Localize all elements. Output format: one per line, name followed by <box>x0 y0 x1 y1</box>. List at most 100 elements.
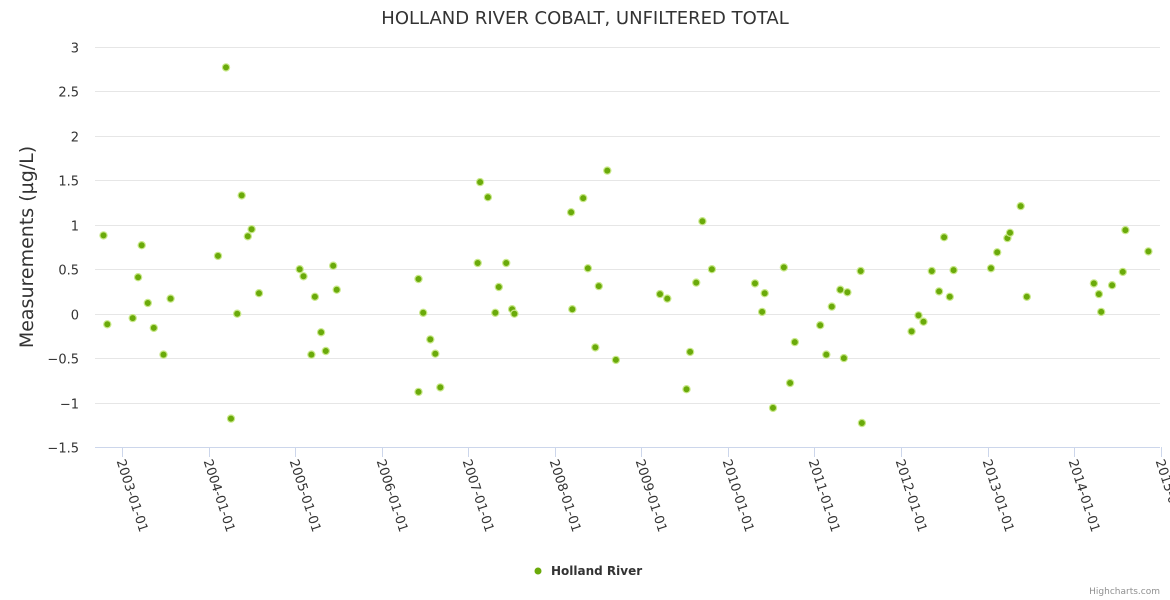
data-point[interactable] <box>483 192 493 202</box>
data-point[interactable] <box>583 264 593 273</box>
data-point[interactable] <box>237 191 246 200</box>
data-point[interactable] <box>1094 289 1104 299</box>
data-point[interactable] <box>426 335 435 344</box>
data-point[interactable] <box>307 350 316 359</box>
data-point[interactable] <box>993 248 1002 257</box>
data-point[interactable] <box>785 378 795 388</box>
data-point[interactable] <box>491 308 500 317</box>
data-point[interactable] <box>502 258 511 268</box>
data-point[interactable] <box>494 282 503 292</box>
data-point[interactable] <box>419 308 428 317</box>
data-point[interactable] <box>243 232 252 241</box>
data-point[interactable] <box>857 418 867 428</box>
data-point[interactable] <box>856 266 865 276</box>
data-point[interactable] <box>254 289 264 298</box>
data-point[interactable] <box>707 265 717 274</box>
data-point[interactable] <box>750 279 760 288</box>
data-point[interactable] <box>1144 247 1153 256</box>
data-point[interactable] <box>436 383 445 392</box>
data-point[interactable] <box>475 177 485 187</box>
data-point[interactable] <box>698 216 707 226</box>
data-point[interactable] <box>137 240 146 250</box>
data-point[interactable] <box>927 266 937 276</box>
data-point[interactable] <box>316 328 326 337</box>
data-point[interactable] <box>594 281 604 291</box>
data-point[interactable] <box>816 321 825 330</box>
data-point[interactable] <box>226 414 236 423</box>
data-point[interactable] <box>166 294 175 303</box>
data-point[interactable] <box>1016 201 1025 211</box>
data-point[interactable] <box>822 350 831 359</box>
data-point[interactable] <box>579 193 588 203</box>
data-point[interactable] <box>159 350 168 359</box>
data-point[interactable] <box>945 292 955 301</box>
data-point[interactable] <box>149 323 158 333</box>
data-point[interactable] <box>663 294 672 303</box>
data-point[interactable] <box>321 346 330 356</box>
data-point[interactable] <box>1022 292 1032 301</box>
legend[interactable]: Holland River <box>534 564 643 578</box>
data-point[interactable] <box>232 309 242 318</box>
data-point[interactable] <box>473 258 482 268</box>
data-point[interactable] <box>757 307 767 317</box>
data-point[interactable] <box>760 289 769 298</box>
data-point[interactable] <box>914 311 923 320</box>
data-point[interactable] <box>939 232 949 242</box>
data-point[interactable] <box>221 63 231 72</box>
data-point[interactable] <box>907 327 916 336</box>
data-point[interactable] <box>827 302 837 311</box>
data-point[interactable] <box>591 343 600 352</box>
data-point[interactable] <box>790 337 800 347</box>
legend-item-holland-river[interactable]: Holland River <box>551 564 642 578</box>
data-point[interactable] <box>685 347 695 357</box>
data-point[interactable] <box>1118 267 1128 277</box>
legend-marker <box>534 567 542 575</box>
data-point[interactable] <box>655 289 665 299</box>
scatter-points[interactable] <box>99 63 1153 428</box>
data-point[interactable] <box>986 264 996 273</box>
data-point[interactable] <box>414 274 423 284</box>
data-point[interactable] <box>611 355 621 365</box>
data-point[interactable] <box>213 251 223 261</box>
data-point[interactable] <box>843 288 852 297</box>
data-point[interactable] <box>1121 225 1130 235</box>
data-point[interactable] <box>329 261 338 270</box>
data-point[interactable] <box>919 317 928 326</box>
data-point[interactable] <box>839 353 849 363</box>
data-point[interactable] <box>836 285 845 294</box>
data-point[interactable] <box>99 231 108 240</box>
data-point[interactable] <box>1096 307 1106 317</box>
y-tick-label: 2 <box>71 131 79 146</box>
data-point[interactable] <box>310 292 320 301</box>
data-point[interactable] <box>1107 281 1117 290</box>
data-point[interactable] <box>431 349 440 358</box>
data-point[interactable] <box>1089 279 1099 288</box>
data-point[interactable] <box>247 224 256 234</box>
data-point[interactable] <box>682 385 691 394</box>
data-point[interactable] <box>566 208 576 217</box>
credits[interactable]: Highcharts.com <box>1089 587 1160 597</box>
data-point[interactable] <box>1005 228 1015 237</box>
data-point[interactable] <box>414 387 423 397</box>
data-point[interactable] <box>332 285 341 294</box>
data-point[interactable] <box>603 166 612 175</box>
y-tick-label: −0.5 <box>47 353 79 368</box>
data-point[interactable] <box>692 278 701 287</box>
data-point[interactable] <box>143 298 152 308</box>
data-point[interactable] <box>295 265 304 274</box>
x-tick-label: 2015-01-01 <box>1152 458 1170 534</box>
y-tick-label: 1.5 <box>58 175 79 190</box>
data-point[interactable] <box>128 313 137 323</box>
chart-title: HOLLAND RIVER COBALT, UNFILTERED TOTAL <box>381 8 788 29</box>
data-point[interactable] <box>299 272 308 281</box>
data-point[interactable] <box>934 287 944 296</box>
data-point[interactable] <box>768 403 778 413</box>
data-point[interactable] <box>779 263 789 272</box>
data-point[interactable] <box>133 273 143 282</box>
x-tick-label: 2011-01-01 <box>805 458 843 534</box>
data-point[interactable] <box>568 305 577 314</box>
data-point[interactable] <box>103 320 112 329</box>
y-tick-label: 0.5 <box>58 264 79 279</box>
data-point[interactable] <box>949 265 958 275</box>
data-point[interactable] <box>510 309 519 318</box>
